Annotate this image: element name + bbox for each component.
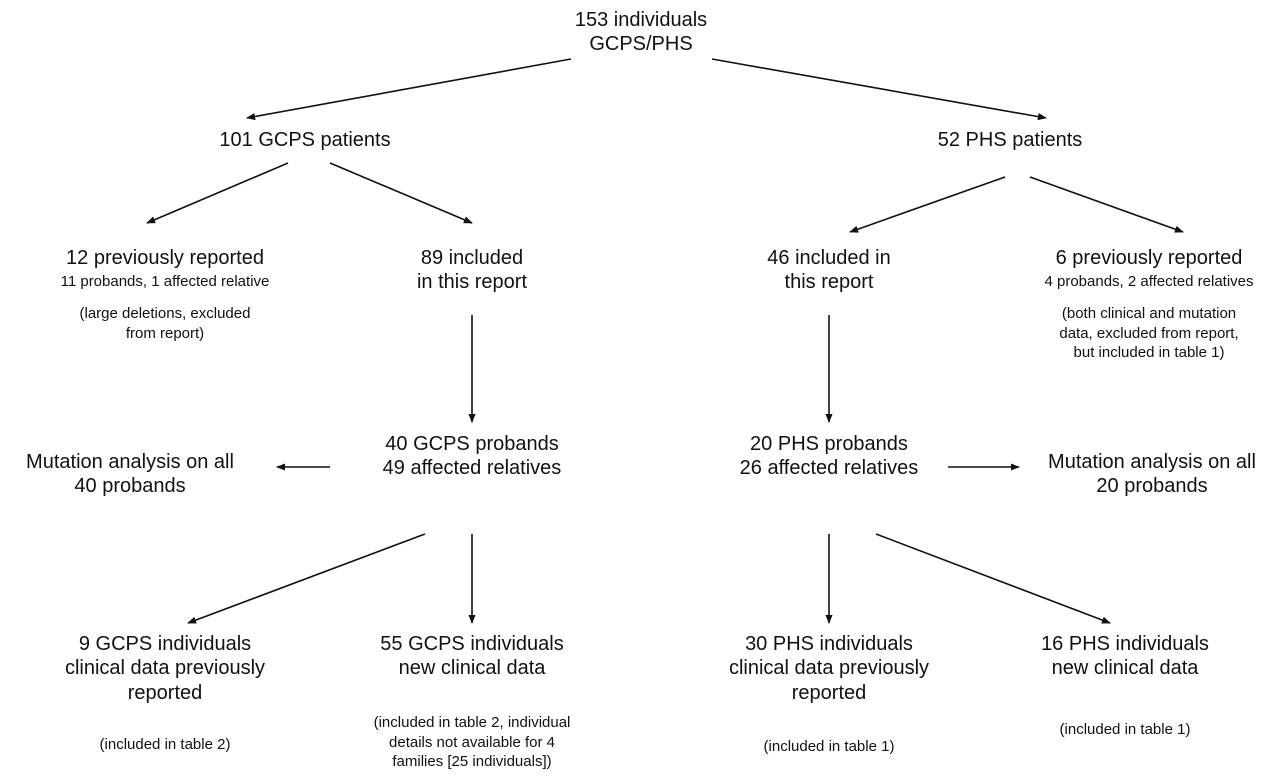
phs-prev-clinical-line-3: reported — [791, 681, 867, 704]
gcps-mutation-analysis-node: Mutation analysis on all 40 probands — [0, 450, 260, 499]
gcps-probands-line-2: 49 affected relatives — [382, 457, 562, 480]
phs-included-line-2: this report — [784, 271, 874, 294]
gcps-previously-reported-sub: 11 probands, 1 affected relative — [60, 273, 270, 290]
arrow-root-to-gcps — [246, 58, 572, 121]
gcps-included-line-2: in this report — [416, 271, 528, 294]
arrow-root-to-phs — [711, 58, 1047, 121]
phs-probands-line-2: 26 affected relatives — [739, 457, 919, 480]
gcps-new-clinical-node: 55 GCPS individuals new clinical data — [342, 632, 602, 681]
phs-prev-clinical-line-1: 30 PHS individuals — [745, 633, 913, 655]
gcps-prev-clinical-line-2: clinical data previously — [64, 657, 266, 680]
root-line-1: 153 individuals — [574, 9, 708, 31]
gcps-mutation-line-2: 40 probands — [74, 475, 186, 498]
arrow-gcps-to-included — [329, 162, 473, 224]
phs-previous-clinical-note: (included in table 1) — [763, 738, 895, 755]
phs-new-clinical-line-1: 16 PHS individuals — [1041, 633, 1209, 655]
gcps-patients-node: 101 GCPS patients — [175, 128, 435, 152]
arrow-phs-probands-to-new-clinical — [875, 533, 1111, 624]
phs-probands-node: 20 PHS probands 26 affected relatives — [709, 432, 949, 481]
phs-new-clinical-line-2: new clinical data — [1051, 657, 1199, 680]
gcps-patients-label: 101 GCPS patients — [219, 129, 391, 151]
gcps-new-clinical-note: (included in table 2, individual details… — [373, 714, 571, 770]
phs-previously-reported-node: 6 previously reported — [1024, 246, 1274, 270]
phs-previous-clinical-node: 30 PHS individuals clinical data previou… — [694, 632, 964, 705]
gcps-included-node: 89 included in this report — [372, 246, 572, 295]
gcps-previous-clinical-note: (included in table 2) — [99, 736, 231, 753]
phs-prev-label: 6 previously reported — [1055, 247, 1243, 269]
phs-probands-line-1: 20 PHS probands — [750, 433, 908, 455]
phs-patients-label: 52 PHS patients — [937, 129, 1083, 151]
arrow-phs-to-prev — [1029, 176, 1184, 233]
phs-previously-reported-sub: 4 probands, 2 affected relatives — [1044, 273, 1254, 290]
phs-new-clinical-node: 16 PHS individuals new clinical data — [1005, 632, 1245, 681]
phs-mutation-line-2: 20 probands — [1096, 475, 1208, 498]
phs-patients-node: 52 PHS patients — [880, 128, 1140, 152]
root-node: 153 individuals GCPS/PHS — [541, 8, 741, 57]
gcps-previous-clinical-node: 9 GCPS individuals clinical data previou… — [20, 632, 310, 705]
phs-prev-clinical-line-2: clinical data previously — [728, 657, 930, 680]
gcps-mutation-line-1: Mutation analysis on all — [26, 451, 234, 473]
phs-new-clinical-note: (included in table 1) — [1059, 721, 1191, 738]
arrow-gcps-probands-to-prev-clinical — [187, 533, 426, 624]
phs-previously-reported-note: (both clinical and mutation data, exclud… — [1059, 305, 1239, 361]
root-line-2: GCPS/PHS — [589, 33, 693, 56]
phs-included-node: 46 included in this report — [729, 246, 929, 295]
phs-included-line-1: 46 included in — [767, 247, 891, 269]
phs-mutation-analysis-node: Mutation analysis on all 20 probands — [1025, 450, 1279, 499]
gcps-probands-line-1: 40 GCPS probands — [385, 433, 559, 455]
phs-mutation-line-1: Mutation analysis on all — [1048, 451, 1256, 473]
gcps-probands-node: 40 GCPS probands 49 affected relatives — [352, 432, 592, 481]
gcps-prev-clinical-line-1: 9 GCPS individuals — [78, 633, 252, 655]
gcps-new-clinical-line-1: 55 GCPS individuals — [380, 633, 564, 655]
gcps-prev-label: 12 previously reported — [66, 247, 264, 269]
arrow-phs-to-included — [849, 176, 1006, 233]
gcps-previously-reported-node: 12 previously reported — [20, 246, 310, 270]
gcps-included-line-1: 89 included — [420, 247, 524, 269]
gcps-previously-reported-note: (large deletions, excluded from report) — [79, 305, 251, 342]
gcps-new-clinical-line-2: new clinical data — [398, 657, 546, 680]
gcps-prev-clinical-line-3: reported — [127, 681, 203, 704]
arrow-gcps-to-prev — [146, 162, 289, 224]
